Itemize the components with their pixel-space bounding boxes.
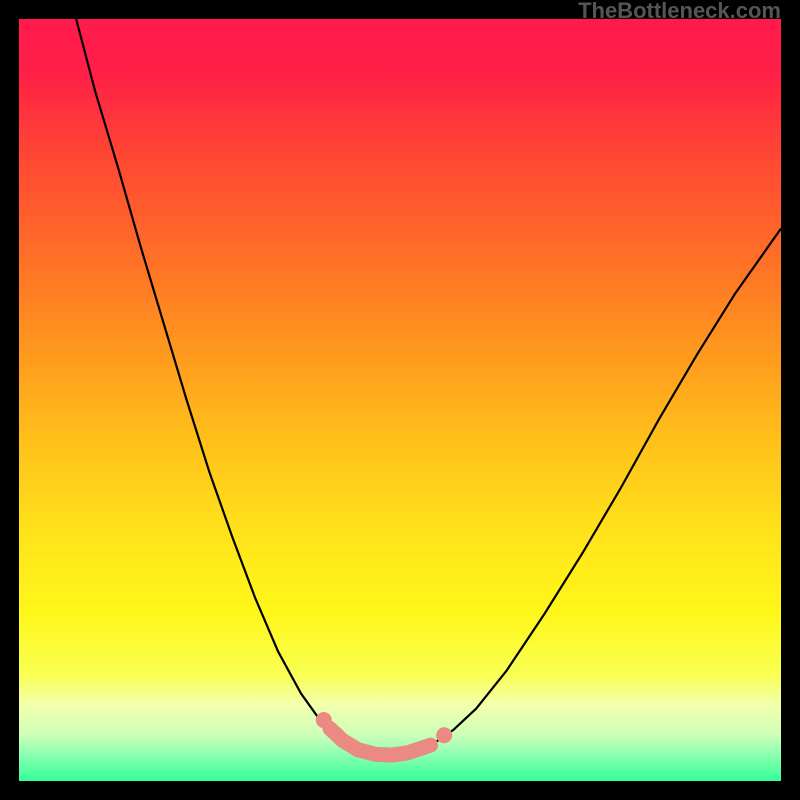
- marker-dot: [436, 727, 452, 743]
- plot-background: [19, 19, 781, 781]
- watermark-label: TheBottleneck.com: [578, 0, 781, 23]
- chart-container: TheBottleneck.com: [0, 0, 800, 800]
- marker-dot: [316, 712, 332, 728]
- bottleneck-chart: TheBottleneck.com: [0, 0, 800, 800]
